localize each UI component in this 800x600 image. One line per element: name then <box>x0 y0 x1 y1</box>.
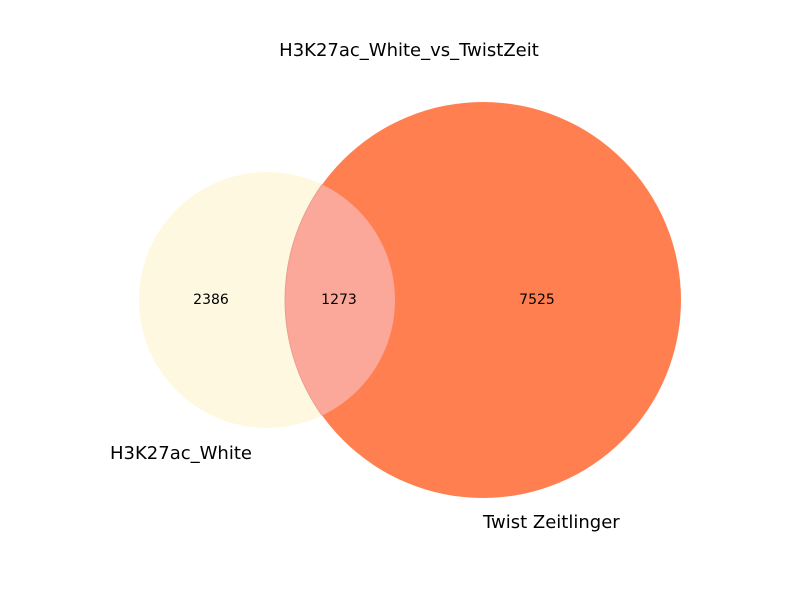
count-a-only: 2386 <box>193 292 229 308</box>
count-intersection: 1273 <box>321 292 357 308</box>
diagram-title: H3K27ac_White_vs_TwistZeit <box>279 40 539 61</box>
set-label-h3k27ac-white: H3K27ac_White <box>110 443 252 464</box>
count-b-only: 7525 <box>519 292 555 308</box>
set-label-twist-zeitlinger: Twist Zeitlinger <box>482 512 620 533</box>
set-circle-twist-zeitlinger <box>285 102 681 498</box>
